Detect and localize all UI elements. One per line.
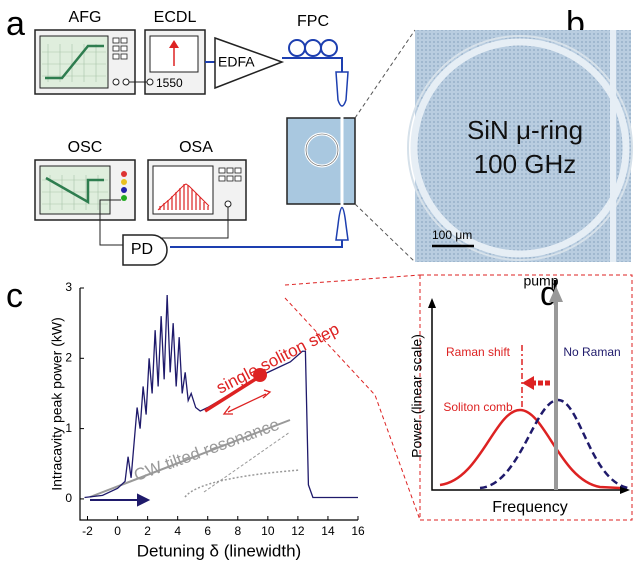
device-label: SiN μ-ring [467, 115, 583, 145]
soliton-annotation: single soliton step [213, 319, 342, 397]
device-label: 100 GHz [474, 149, 577, 179]
controller-label: FPC [297, 13, 329, 30]
y-axis-label: Intracavity peak power (kW) [49, 317, 65, 491]
y-tick-label: 0 [65, 491, 72, 505]
y-tick-label: 1 [65, 421, 72, 435]
sweep-arrow [222, 389, 272, 415]
detector-label: PD [131, 241, 153, 258]
x-tick-label: 16 [351, 524, 365, 538]
soliton-point [253, 368, 267, 382]
instrument-label: OSA [179, 139, 213, 156]
micrograph: SiN μ-ring 100 GHz 100 μm [407, 30, 633, 262]
instrument-label: AFG [69, 9, 102, 26]
panel-label: a [6, 5, 25, 43]
y-tick-label: 3 [65, 280, 72, 294]
amplifier-label: EDFA [218, 54, 255, 70]
x-tick-label: 6 [204, 524, 211, 538]
cw-annotation: CW tilted resonance [131, 415, 281, 485]
comb-label: Soliton comb [443, 400, 513, 414]
trace [84, 295, 358, 499]
wavelength: 1550 [156, 76, 183, 90]
spectrum: pump Raman shift No Raman Soliton comb F… [284, 273, 633, 521]
setup: AFG 1550 ECDL EDFA FPC OSC OSA [34, 9, 416, 266]
x-tick-label: 2 [144, 524, 151, 538]
x-tick-label: 4 [174, 524, 181, 538]
x-tick-label: 10 [261, 524, 275, 538]
pump-label: pump [523, 273, 558, 289]
x-tick-label: 12 [291, 524, 305, 538]
instrument-label: OSC [68, 139, 103, 156]
cw-resonance [203, 431, 291, 493]
no-raman-label: No Raman [563, 345, 620, 359]
instrument-label: ECDL [154, 9, 197, 26]
panel-label: c [6, 277, 23, 315]
x-tick-label: 14 [321, 524, 335, 538]
axes [79, 288, 358, 521]
x-axis-label: Frequency [492, 499, 568, 516]
cw-resonance [184, 469, 301, 498]
y-tick-label: 2 [65, 350, 72, 364]
x-axis-label: Detuning δ (linewidth) [137, 541, 301, 560]
x-tick-label: 0 [114, 524, 121, 538]
x-tick-label: 8 [234, 524, 241, 538]
y-axis-label: Power (linear scale) [409, 334, 425, 458]
detuning-arrow [90, 493, 151, 507]
cw-resonance [89, 419, 291, 498]
scale-bar-label: 100 μm [432, 228, 472, 242]
soliton-step [204, 373, 263, 413]
shift-label: Raman shift [446, 345, 511, 359]
x-tick-label: -2 [82, 524, 93, 538]
